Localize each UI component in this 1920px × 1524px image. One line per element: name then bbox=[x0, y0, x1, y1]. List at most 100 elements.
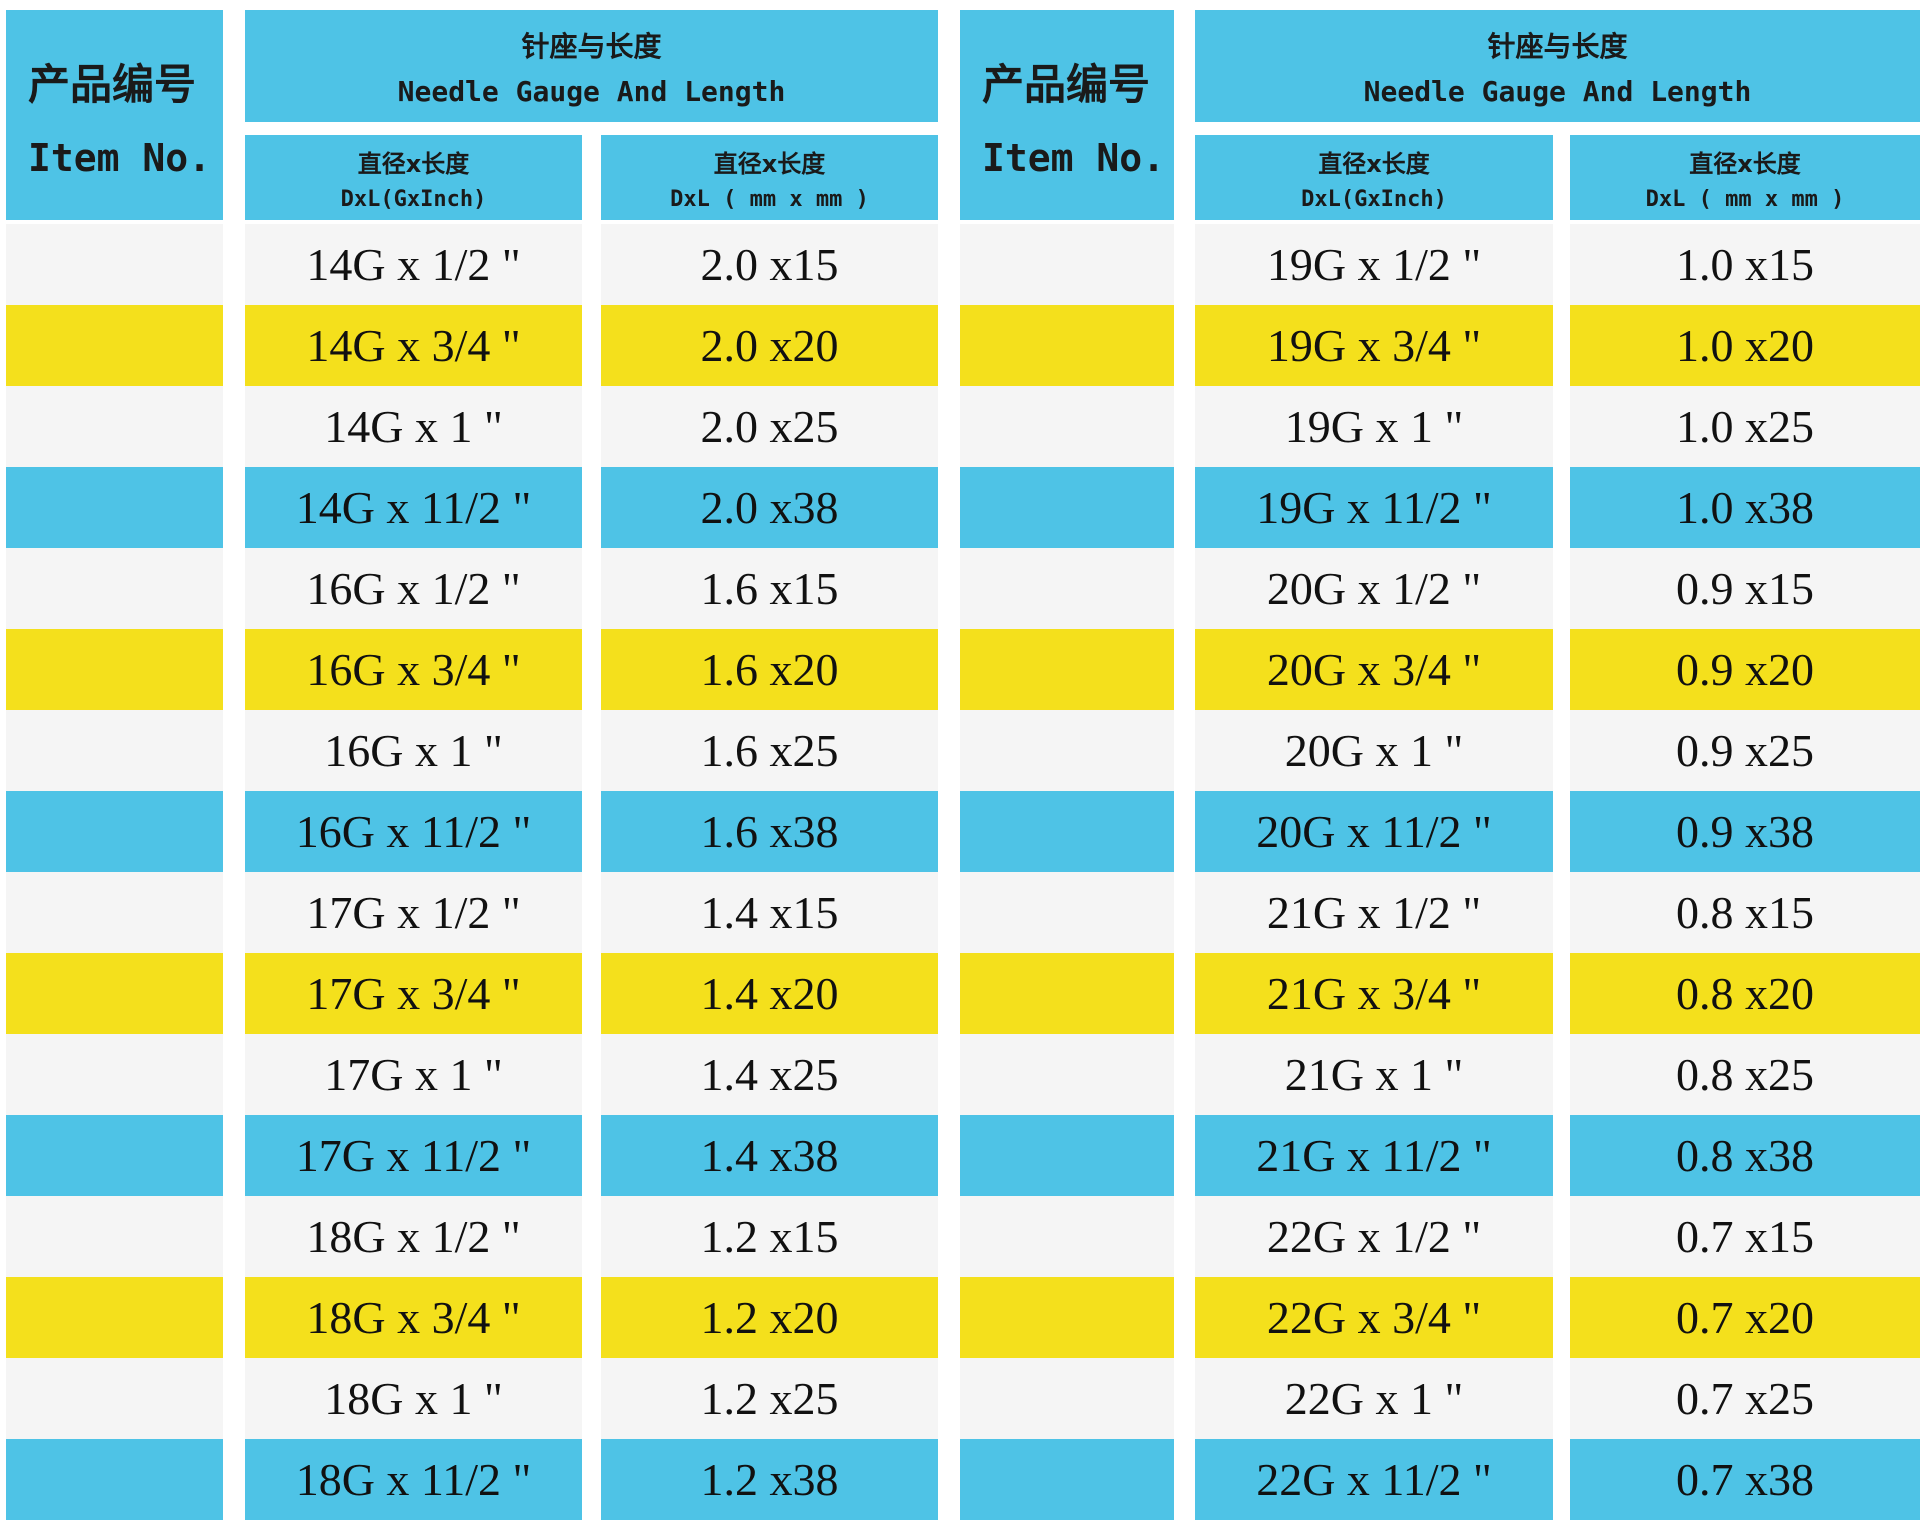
size-mm: 1.0 x25 bbox=[1676, 401, 1814, 452]
size-mm: 1.4 x15 bbox=[700, 887, 839, 938]
size-mm: 1.2 x15 bbox=[700, 1211, 839, 1262]
table-cell: 22G x 11/2 " bbox=[1195, 1439, 1553, 1520]
size-mm: 1.0 x20 bbox=[1676, 320, 1814, 371]
table-cell: 2.0 x20 bbox=[601, 305, 938, 386]
size-mm: 0.7 x38 bbox=[1676, 1454, 1814, 1505]
size-mm: 1.2 x20 bbox=[700, 1292, 839, 1343]
table-cell: 20G x 3/4 " bbox=[1195, 629, 1553, 710]
column-header: 直径x长度 DxL ( mm x mm ) bbox=[1570, 135, 1920, 220]
table-cell: 17G x 1/2 " bbox=[245, 872, 582, 953]
table-cell: 0.7 x20 bbox=[1570, 1277, 1920, 1358]
size-mm: 0.9 x15 bbox=[1676, 563, 1814, 614]
item-header-en: Item No. bbox=[982, 135, 1166, 180]
item-cell bbox=[6, 872, 223, 953]
size-mm: 1.4 x38 bbox=[700, 1130, 839, 1181]
gauge-length: 22G x 3/4 " bbox=[1266, 1292, 1482, 1343]
table-cell: 1.2 x15 bbox=[601, 1196, 938, 1277]
gauge-length: 16G x 3/4 " bbox=[306, 644, 521, 695]
item-cell bbox=[960, 953, 1174, 1034]
item-cell bbox=[960, 1439, 1174, 1520]
gauge-length: 14G x 11/2 " bbox=[295, 482, 532, 533]
table-cell: 0.8 x20 bbox=[1570, 953, 1920, 1034]
table-cell: 14G x 3/4 " bbox=[245, 305, 582, 386]
item-cell bbox=[6, 1439, 223, 1520]
table-cell: 14G x 11/2 " bbox=[245, 467, 582, 548]
table-cell: 22G x 1 " bbox=[1195, 1358, 1553, 1439]
column-header: 直径x长度 DxL(GxInch) bbox=[1195, 135, 1553, 220]
table-cell: 17G x 3/4 " bbox=[245, 953, 582, 1034]
size-mm: 0.9 x20 bbox=[1676, 644, 1814, 695]
column-header: 直径x长度 DxL ( mm x mm ) bbox=[601, 135, 938, 220]
table-cell: 1.4 x20 bbox=[601, 953, 938, 1034]
table-cell: 16G x 11/2 " bbox=[245, 791, 582, 872]
table-cell: 0.7 x15 bbox=[1570, 1196, 1920, 1277]
gauge-length: 21G x 3/4 " bbox=[1266, 968, 1482, 1019]
table-cell: 2.0 x25 bbox=[601, 386, 938, 467]
size-mm: 0.7 x15 bbox=[1676, 1211, 1814, 1262]
table-cell: 19G x 1 " bbox=[1195, 386, 1553, 467]
column-header-en: DxL(GxInch) bbox=[1301, 186, 1447, 212]
item-cell bbox=[6, 1115, 223, 1196]
table-cell: 17G x 1 " bbox=[245, 1034, 582, 1115]
gauge-length: 17G x 1 " bbox=[324, 1049, 503, 1100]
gauge-length: 20G x 3/4 " bbox=[1266, 644, 1482, 695]
gauge-length: 20G x 1 " bbox=[1284, 725, 1464, 776]
size-mm: 2.0 x25 bbox=[700, 401, 839, 452]
item-cell bbox=[6, 1277, 223, 1358]
table-cell: 0.8 x25 bbox=[1570, 1034, 1920, 1115]
table-cell: 1.6 x20 bbox=[601, 629, 938, 710]
item-cell bbox=[960, 1196, 1174, 1277]
table-cell: 20G x 1/2 " bbox=[1195, 548, 1553, 629]
table-cell: 0.9 x25 bbox=[1570, 710, 1920, 791]
gauge-length: 14G x 1 " bbox=[324, 401, 503, 452]
table-cell: 21G x 11/2 " bbox=[1195, 1115, 1553, 1196]
table-cell: 17G x 11/2 " bbox=[245, 1115, 582, 1196]
table-cell: 1.6 x15 bbox=[601, 548, 938, 629]
item-cell bbox=[960, 305, 1174, 386]
gauge-length: 14G x 1/2 " bbox=[306, 239, 521, 290]
size-mm: 0.8 x20 bbox=[1676, 968, 1814, 1019]
size-mm: 0.8 x25 bbox=[1676, 1049, 1814, 1100]
item-cell bbox=[960, 1277, 1174, 1358]
table-cell: 14G x 1/2 " bbox=[245, 224, 582, 305]
table-cell: 2.0 x15 bbox=[601, 224, 938, 305]
item-cell bbox=[6, 629, 223, 710]
column-header-en: DxL ( mm x mm ) bbox=[1645, 186, 1845, 212]
size-mm: 1.6 x15 bbox=[700, 563, 839, 614]
table-cell: 1.6 x25 bbox=[601, 710, 938, 791]
item-cell bbox=[6, 548, 223, 629]
item-cell bbox=[6, 1196, 223, 1277]
table-cell: 16G x 1 " bbox=[245, 710, 582, 791]
table-cell: 2.0 x38 bbox=[601, 467, 938, 548]
item-cell bbox=[6, 224, 223, 305]
gauge-length: 16G x 11/2 " bbox=[295, 806, 532, 857]
size-mm: 1.4 x25 bbox=[700, 1049, 839, 1100]
item-header-zh: 产品编号 bbox=[982, 59, 1151, 109]
gauge-length: 18G x 11/2 " bbox=[295, 1454, 532, 1505]
column-header: 直径x长度 DxL(GxInch) bbox=[245, 135, 582, 220]
gauge-length: 21G x 1/2 " bbox=[1266, 887, 1482, 938]
gauge-length: 14G x 3/4 " bbox=[306, 320, 521, 371]
column-header-en: DxL(GxInch) bbox=[340, 186, 487, 212]
gauge-length: 16G x 1 " bbox=[324, 725, 503, 776]
group-header-en: Needle Gauge And Length bbox=[1363, 74, 1752, 108]
item-cell bbox=[960, 467, 1174, 548]
table-cell: 19G x 1/2 " bbox=[1195, 224, 1553, 305]
column-header-zh: 直径x长度 bbox=[713, 149, 826, 178]
group-header-zh: 针座与长度 bbox=[1487, 29, 1628, 63]
item-cell bbox=[6, 386, 223, 467]
gauge-length: 17G x 1/2 " bbox=[306, 887, 521, 938]
table-cell: 21G x 3/4 " bbox=[1195, 953, 1553, 1034]
table-cell: 0.7 x25 bbox=[1570, 1358, 1920, 1439]
table-cell: 20G x 1 " bbox=[1195, 710, 1553, 791]
group-header: 针座与长度 Needle Gauge And Length bbox=[1195, 10, 1920, 122]
size-mm: 2.0 x38 bbox=[700, 482, 839, 533]
table-cell: 1.0 x25 bbox=[1570, 386, 1920, 467]
table-cell: 1.6 x38 bbox=[601, 791, 938, 872]
table-cell: 1.2 x25 bbox=[601, 1358, 938, 1439]
gauge-length: 17G x 11/2 " bbox=[295, 1130, 532, 1181]
item-cell bbox=[960, 1034, 1174, 1115]
table-cell: 1.0 x20 bbox=[1570, 305, 1920, 386]
item-cell bbox=[960, 548, 1174, 629]
